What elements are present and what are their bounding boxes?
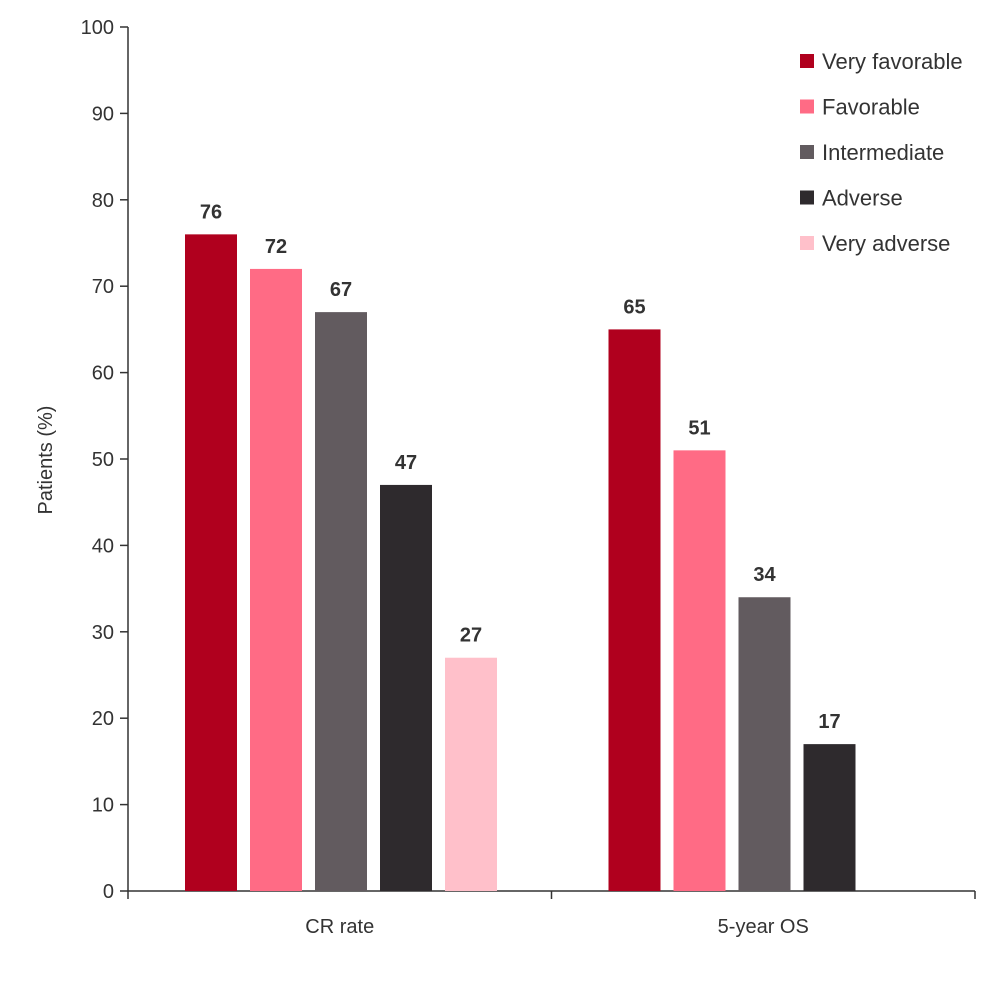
y-tick-label: 0 (103, 881, 114, 903)
data-labels: 76 72 67 47 27 65 51 34 17 (200, 201, 841, 733)
bar (315, 312, 367, 891)
bar (445, 657, 497, 891)
bar-data-label: 34 (753, 564, 776, 586)
legend-label: Intermediate (822, 140, 944, 165)
y-tick-label: 40 (92, 535, 114, 557)
bar (673, 450, 726, 891)
bar (250, 268, 302, 891)
legend-swatch (800, 145, 814, 159)
y-tick-label: 20 (92, 708, 114, 730)
bar-data-label: 47 (395, 452, 417, 474)
bar-data-label: 65 (623, 296, 645, 318)
legend-swatch (800, 236, 814, 250)
bar (738, 597, 791, 891)
legend-swatch (800, 99, 814, 114)
bar-data-label: 17 (818, 711, 840, 733)
y-tick-label: 100 (81, 17, 114, 39)
bar-data-label: 27 (460, 625, 482, 647)
y-tick-label: 70 (92, 276, 114, 298)
bar-data-label: 67 (330, 279, 352, 301)
bar (185, 234, 237, 892)
legend: Very favorable Favorable Intermediate Adver… (800, 49, 963, 256)
legend-label: Very favorable (822, 49, 963, 74)
legend-label: Favorable (822, 95, 920, 120)
bars (185, 234, 856, 892)
bar-data-label: 51 (688, 417, 710, 439)
legend-label: Very adverse (822, 231, 950, 256)
y-tick-label: 50 (92, 449, 114, 471)
bar (380, 484, 432, 891)
legend-label: Adverse (822, 186, 903, 211)
bar-data-label: 76 (200, 201, 222, 223)
x-category-label: 5-year OS (718, 916, 809, 938)
y-tick-label: 60 (92, 363, 114, 385)
legend-swatch (800, 190, 814, 205)
y-tick-label: 30 (92, 622, 114, 644)
y-axis: 0 10 20 30 40 50 60 70 80 90 100 (81, 17, 129, 903)
y-tick-label: 10 (92, 795, 114, 817)
x-axis: CR rate 5-year OS (127, 890, 976, 938)
x-category-label: CR rate (305, 916, 374, 938)
bar (803, 744, 856, 891)
y-axis-title: Patients (%) (35, 406, 57, 515)
bar-data-label: 72 (265, 236, 287, 258)
y-tick-label: 80 (92, 190, 114, 212)
y-tick-label: 90 (92, 103, 114, 125)
bar (608, 329, 661, 891)
legend-swatch (800, 54, 814, 68)
